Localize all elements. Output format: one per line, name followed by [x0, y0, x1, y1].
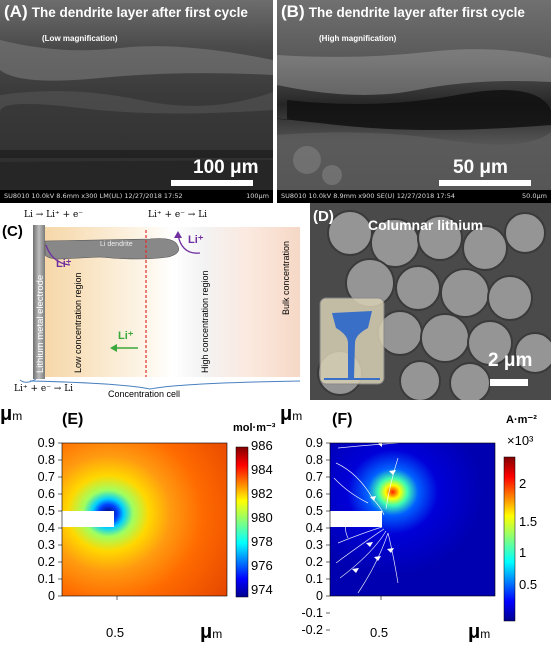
ion-label-diffusion: Li⁺ [118, 330, 134, 342]
panel-f-label: (F) [332, 411, 353, 428]
colorbar-f [503, 456, 516, 622]
lithium-electrode [33, 225, 45, 379]
f-xtick: 0.5 [370, 625, 389, 640]
panel-a-scale-bar [171, 180, 253, 186]
e-ytick: 0.5 [37, 504, 55, 518]
high-concentration-label: High concentration region [200, 270, 210, 373]
f-cbtick: 2 [519, 476, 527, 491]
formula-reduction-bottom: Li⁺ + e⁻ → Li [14, 384, 74, 394]
panel-f-plot: μm (F) [278, 403, 556, 645]
f-cbtick: 1 [519, 545, 527, 560]
e-ytick: 0.6 [37, 487, 55, 501]
formula-reduction-top: Li⁺ + e⁻ → Li [148, 210, 208, 220]
low-concentration-label: Low concentration region [73, 272, 83, 373]
e-xtick: 0.5 [106, 625, 125, 640]
f-ytick: 0.7 [305, 470, 323, 484]
e-cbtick: 984 [251, 462, 273, 477]
panel-c-diagram [19, 225, 301, 390]
f-ytick: 0.8 [305, 453, 323, 467]
ion-arrow-left [45, 244, 71, 266]
panel-d-title: Columnar lithium [368, 217, 484, 233]
e-ytick: 0.9 [37, 436, 55, 450]
panel-b-image [277, 0, 551, 190]
f-ytick: 0.5 [305, 504, 323, 518]
columnar-lithium-shape [332, 311, 372, 378]
e-ytick: 0 [48, 589, 55, 603]
panel-a-image [0, 0, 273, 190]
panel-f-y-symbol: μm [280, 403, 303, 425]
dendrite-cutout [62, 511, 114, 527]
panel-e-plot: μm (E) [0, 403, 280, 645]
panel-a-scale-label: 100 μm [193, 157, 259, 178]
f-ytick: 0 [316, 589, 323, 603]
ion-label-right: Li⁺ [188, 234, 204, 246]
panel-b-caption: SU8010 10.0kV 8.9mm x900 SE(U) 12/27/201… [277, 190, 551, 203]
f-ytick: 0.2 [305, 555, 323, 569]
panel-d-image [310, 203, 551, 400]
e-ytick: 0.3 [37, 538, 55, 552]
electrode-label: Lithium metal electrode [35, 274, 46, 373]
panel-a-title: (A) The dendrite layer after first cycle [4, 2, 248, 21]
e-ytick: 0.7 [37, 470, 55, 484]
f-ytick: 0.9 [305, 436, 323, 450]
li-dendrite [44, 238, 179, 260]
e-ytick: 0.4 [37, 521, 55, 535]
formula-oxidation: Li → Li⁺ + e⁻ [24, 210, 84, 220]
panel-c-label: (C) [2, 223, 23, 240]
e-cbtick: 986 [251, 438, 273, 453]
panel-b-scale-bar [439, 180, 531, 186]
dendrite-label: Li dendrite [100, 241, 133, 248]
cell-bracket [29, 380, 301, 390]
e-cbtick: 974 [251, 582, 273, 597]
f-ytick: 0.6 [305, 487, 323, 501]
ion-label-left: Li⁺ [56, 258, 72, 270]
panel-b-label: (B) [281, 2, 305, 21]
panel-e-label: (E) [62, 411, 84, 428]
f-colorbar-unit: A·m⁻² [506, 414, 537, 426]
colorbar-e [235, 446, 249, 598]
panel-f-x-symbol: μm [468, 621, 491, 643]
f-ytick: -0.2 [301, 623, 323, 637]
panel-d-scale-bar [490, 379, 528, 386]
panel-b-micrograph: (B) The dendrite layer after first cycle… [277, 0, 551, 203]
e-cbtick: 976 [251, 558, 273, 573]
f-ytick: -0.1 [301, 606, 323, 620]
bulk-concentration-label: Bulk concentration [281, 240, 291, 315]
panel-d-label: (D) [313, 208, 334, 225]
panel-b-scale-label: 50 μm [453, 157, 508, 178]
panel-b-subtitle: (High magnification) [319, 34, 397, 43]
f-cbtick: 0.5 [519, 577, 538, 592]
e-ytick: 0.1 [37, 572, 55, 586]
panel-a-micrograph: (A) The dendrite layer after first cycle… [0, 0, 273, 203]
panel-e-x-symbol: μm [200, 621, 223, 643]
panel-c-schematic: (C) Li → Li⁺ + e⁻ Li⁺ + e⁻ → Li Li⁺ + e⁻… [0, 205, 305, 401]
panel-b-title: (B) The dendrite layer after first cycle [281, 2, 525, 21]
e-ytick: 0.2 [37, 555, 55, 569]
e-colorbar-unit: mol·m⁻³ [233, 422, 276, 434]
panel-d-micrograph: (D) Columnar lithium 2 μm [310, 203, 551, 400]
panel-d-scale-label: 2 μm [488, 350, 533, 371]
panel-a-label: (A) [4, 2, 28, 21]
f-ytick: 0.4 [305, 521, 323, 535]
panel-f-heatmap [326, 441, 516, 631]
e-cbtick: 978 [251, 534, 273, 549]
e-ytick: 0.8 [37, 453, 55, 467]
panel-a-subtitle: (Low magnification) [42, 34, 118, 43]
concentration-cell-label: Concentration cell [108, 389, 181, 399]
e-cbtick: 982 [251, 486, 273, 501]
f-colorbar-exponent: ×10³ [507, 433, 534, 448]
f-cbtick: 1.5 [519, 514, 538, 529]
f-ytick: 0.1 [305, 572, 323, 586]
panel-a-caption: SU8010 10.0kV 8.6mm x300 LM(UL) 12/27/20… [0, 190, 273, 203]
panel-e-heatmap [58, 442, 249, 600]
dendrite-cutout-f [330, 511, 382, 527]
f-ytick: 0.3 [305, 538, 323, 552]
ion-arrow-right [177, 234, 201, 254]
e-cbtick: 980 [251, 510, 273, 525]
panel-e-y-symbol: μm [0, 403, 23, 425]
